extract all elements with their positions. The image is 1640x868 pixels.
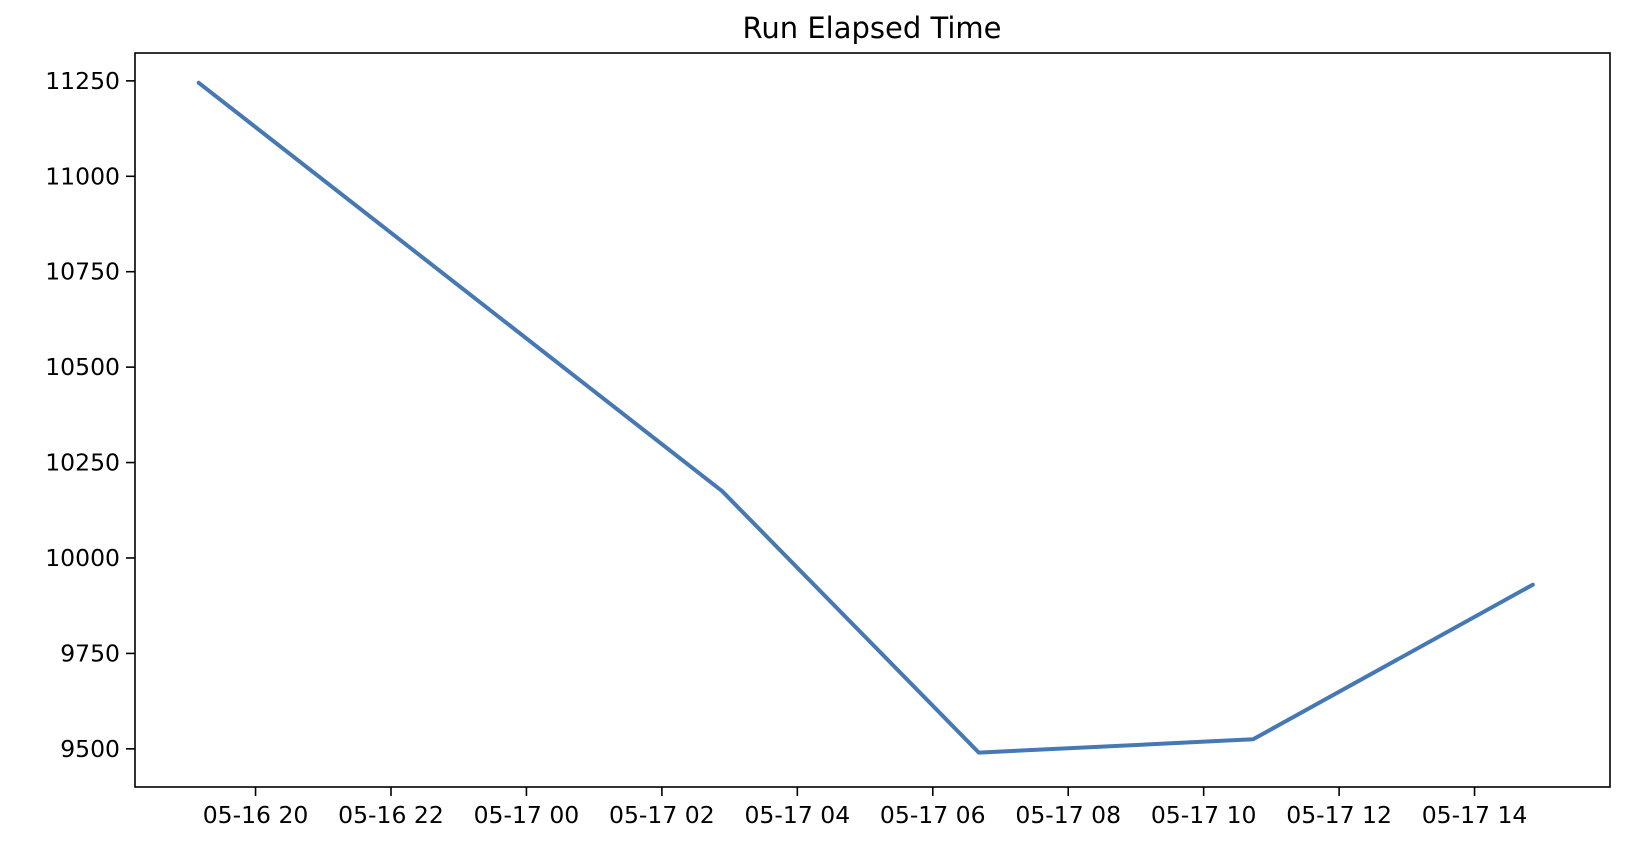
y-tick-label: 10750 (45, 258, 120, 286)
x-tick-label: 05-17 08 (1015, 801, 1121, 829)
x-tick-label: 05-17 10 (1151, 801, 1257, 829)
chart-title: Run Elapsed Time (743, 11, 1002, 45)
y-tick-label: 10000 (45, 544, 120, 572)
y-tick-label: 9500 (60, 735, 120, 763)
x-tick-label: 05-17 14 (1422, 801, 1528, 829)
y-tick-label: 10500 (45, 353, 120, 381)
y-tick-label: 9750 (60, 639, 120, 667)
y-tick-label: 11250 (45, 67, 120, 95)
x-tick-label: 05-17 02 (609, 801, 715, 829)
x-tick-label: 05-17 04 (744, 801, 850, 829)
y-tick-label: 11000 (45, 162, 120, 190)
x-tick-label: 05-16 20 (203, 801, 309, 829)
data-line (196, 80, 1535, 755)
axes-spines (134, 52, 1611, 788)
plot-area: 9500 9750 10000 10250 10500 10750 11000 11250 05… (45, 52, 1611, 829)
x-tick-label: 05-17 06 (880, 801, 986, 829)
x-tick-label: 05-17 12 (1286, 801, 1392, 829)
x-tick-label: 05-16 22 (338, 801, 444, 829)
y-tick-label: 10250 (45, 449, 120, 477)
x-tick-label: 05-17 00 (474, 801, 580, 829)
